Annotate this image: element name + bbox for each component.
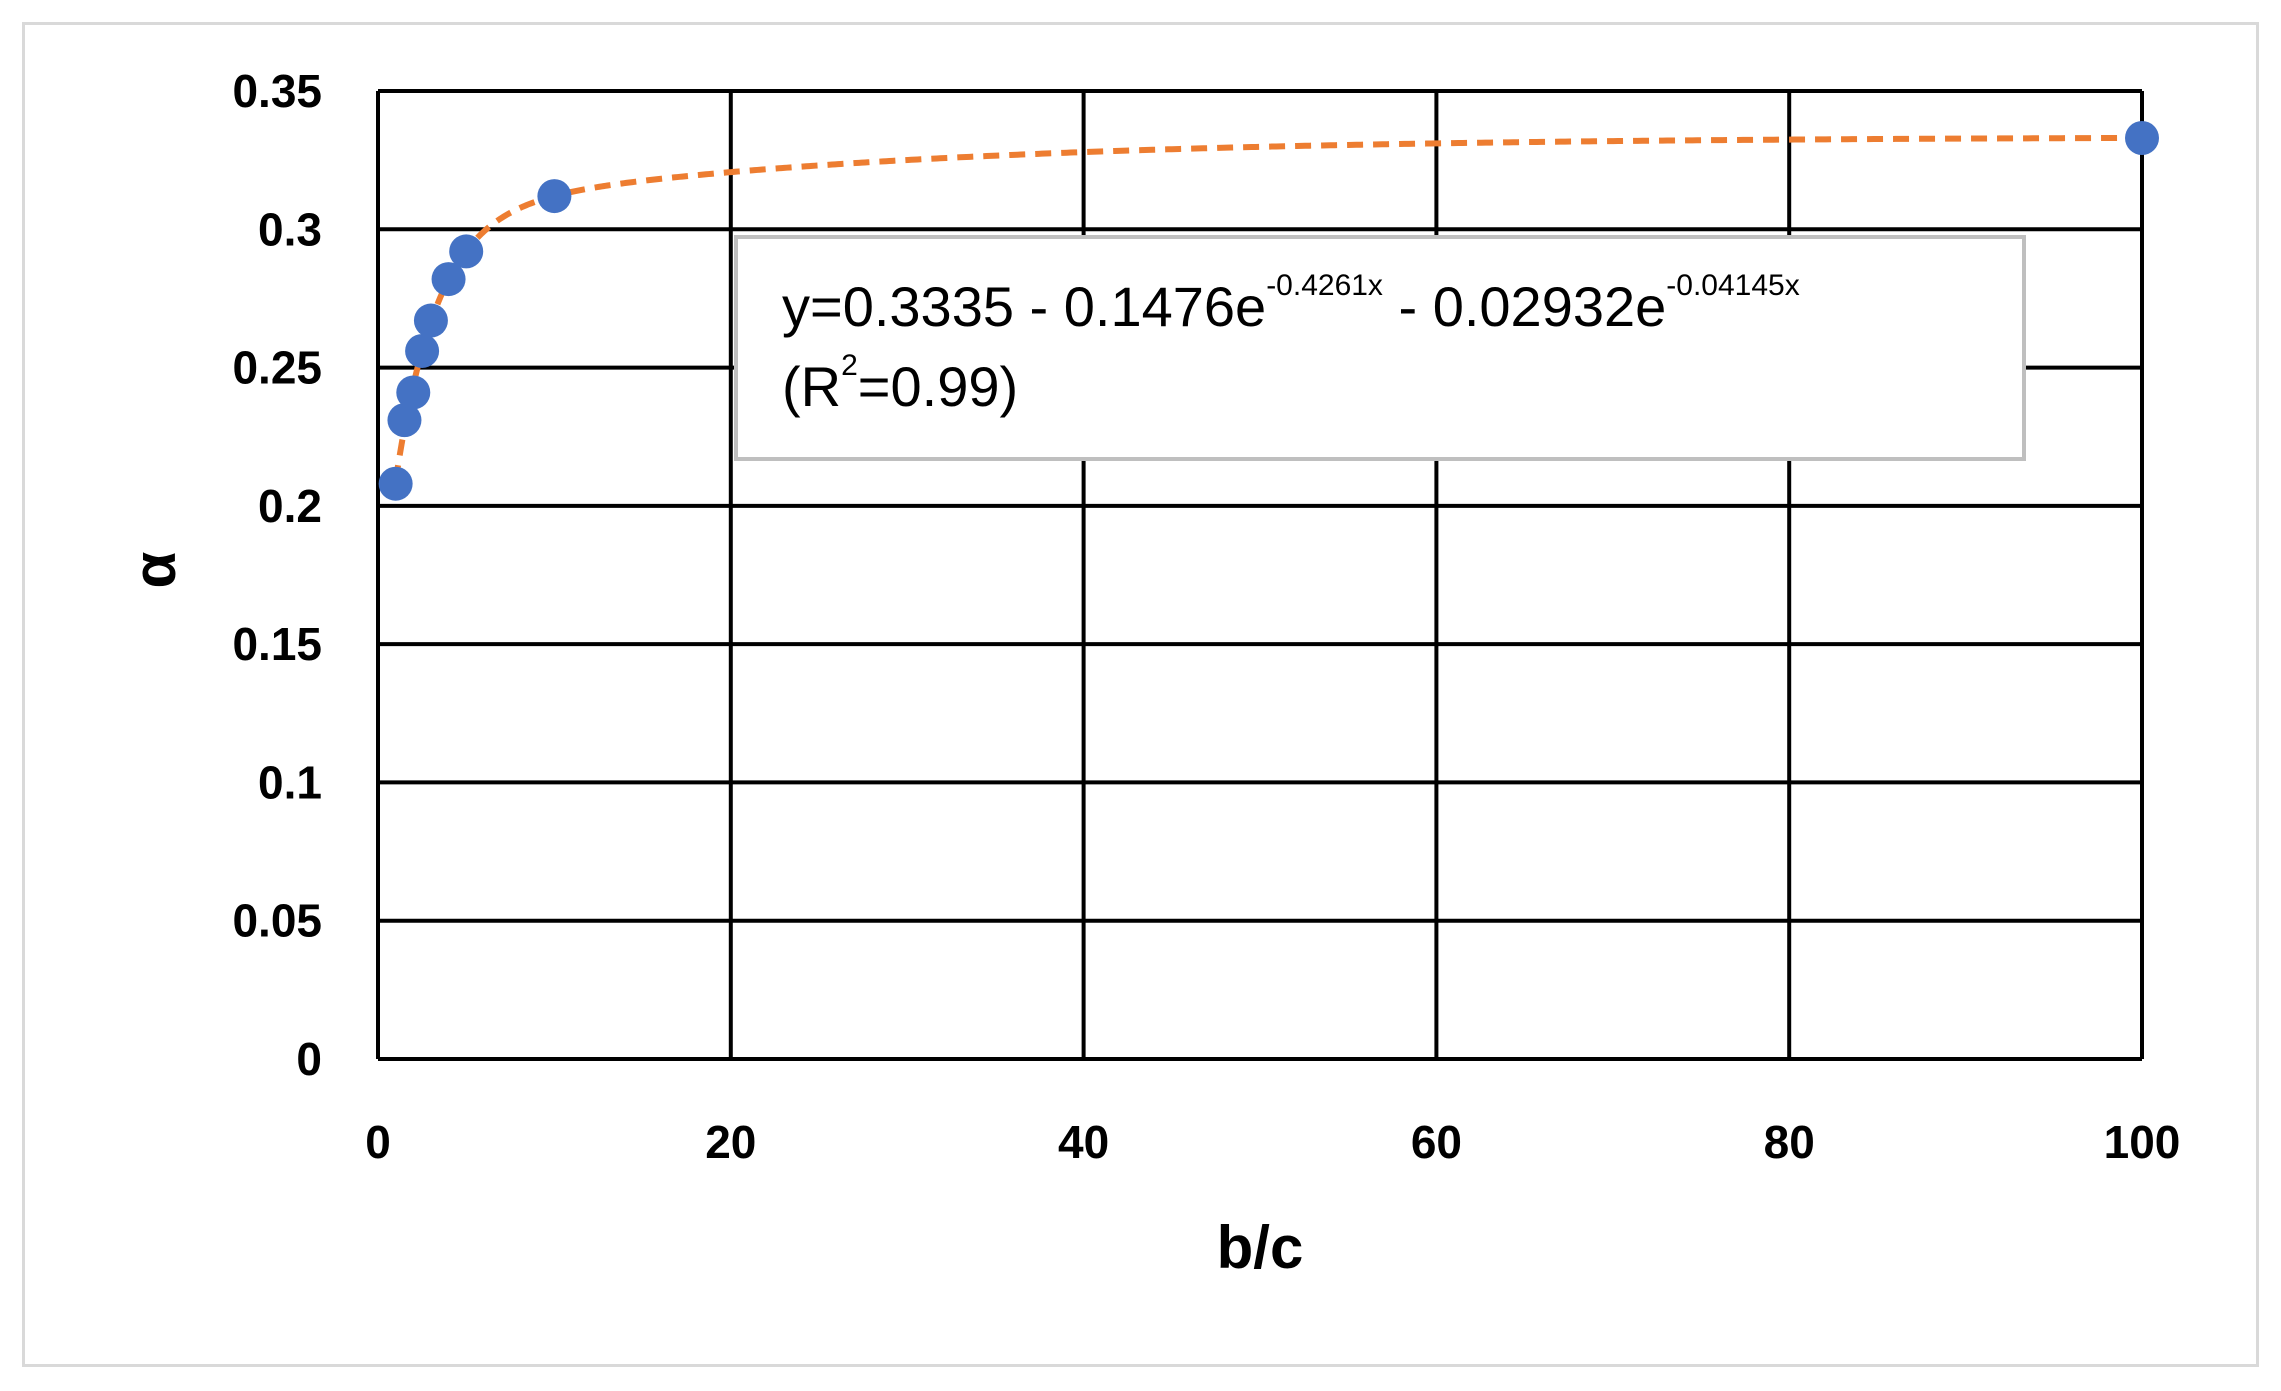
y-tick-label: 0.3 [258,203,322,255]
equation-middle: - 0.02932e [1382,275,1667,338]
data-point [387,403,422,438]
x-tick-label: 0 [365,1116,391,1168]
data-point [431,262,466,297]
data-point [2125,121,2159,156]
y-tick-label: 0.2 [258,480,322,532]
equation-line: y=0.3335 - 0.1476e-0.4261x - 0.02932e-0.… [782,271,1800,335]
data-point [396,375,431,410]
x-tick-label: 100 [2104,1116,2181,1168]
x-tick-label: 20 [705,1116,756,1168]
y-tick-label: 0 [296,1033,322,1085]
x-tick-label: 80 [1764,1116,1815,1168]
r-squared-line: (R2=0.99) [782,351,1018,415]
data-points [378,121,2159,501]
grid [376,89,2144,1061]
y-tick-label: 0.35 [232,65,322,117]
data-point [537,179,572,214]
data-point [449,234,484,269]
y-tick-label: 0.1 [258,756,322,808]
y-tick-label: 0.25 [232,342,322,394]
data-point [405,333,440,368]
r-squared-superscript: 2 [841,349,858,382]
r-squared-prefix: (R [782,355,842,418]
x-tick-label: 60 [1411,1116,1462,1168]
trendline-equation-box: y=0.3335 - 0.1476e-0.4261x - 0.02932e-0.… [734,235,2026,461]
equation-exponent-1: -0.4261x [1266,269,1383,302]
data-point [378,466,413,501]
x-axis-title: b/c [1217,1214,1304,1281]
y-axis-title: α [121,551,188,588]
r-squared-suffix: =0.99) [857,355,1019,418]
y-tick-labels: 0 0.05 0.1 0.15 0.2 0.25 0.3 0.35 [232,65,322,1085]
data-point [413,303,448,338]
equation-exponent-2: -0.04145x [1666,269,1800,302]
trendline-layer [392,134,2143,482]
equation-prefix: y=0.3335 - 0.1476e [782,275,1267,338]
x-tick-label: 40 [1058,1116,1109,1168]
trendline [392,134,2143,482]
x-tick-labels: 0 20 40 60 80 100 [365,1116,2180,1168]
y-tick-label: 0.15 [232,618,322,670]
y-tick-label: 0.05 [232,895,322,947]
